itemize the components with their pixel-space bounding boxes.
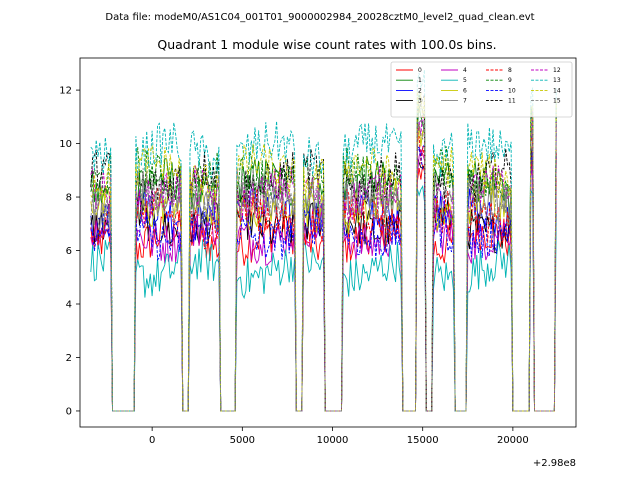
y-tick-label: 6 — [66, 246, 72, 257]
x-axis: 0 5000 10000 15000 20000 — [149, 427, 529, 446]
y-tick-label: 0 — [66, 406, 72, 417]
series-line-14 — [90, 91, 557, 412]
plot-frame — [79, 57, 577, 428]
legend-label-15: 15 — [553, 98, 561, 105]
y-tick-label: 12 — [59, 86, 72, 97]
legend-label-12: 12 — [553, 67, 561, 74]
legend-label-7: 7 — [463, 98, 467, 105]
legend-label-5: 5 — [463, 77, 467, 84]
y-axis: 0 2 4 6 8 10 12 — [59, 86, 80, 417]
plot-area — [80, 58, 576, 427]
series-line-11 — [90, 94, 557, 412]
legend-label-4: 4 — [463, 67, 467, 74]
legend-label-6: 6 — [463, 87, 467, 94]
chart-suptitle: Data file: modeM0/AS1C04_001T01_90000029… — [105, 12, 534, 23]
legend-label-13: 13 — [553, 77, 561, 84]
legend-label-10: 10 — [508, 87, 516, 94]
x-tick-label: 20000 — [497, 435, 529, 446]
legend-box — [390, 61, 573, 118]
legend-label-3: 3 — [418, 98, 422, 105]
series-layer — [90, 69, 557, 412]
x-tick-label: 0 — [149, 435, 155, 446]
x-tick-label: 10000 — [317, 435, 349, 446]
x-tick-label: 15000 — [407, 435, 439, 446]
chart-title: Quadrant 1 module wise count rates with … — [157, 37, 496, 52]
y-tick-label: 2 — [66, 353, 72, 364]
legend-label-9: 9 — [508, 77, 512, 84]
legend-label-11: 11 — [508, 98, 516, 105]
legend-label-0: 0 — [418, 67, 422, 74]
legend-label-14: 14 — [553, 87, 561, 94]
x-offset-label: +2.98e8 — [533, 458, 576, 469]
legend-label-2: 2 — [418, 87, 422, 94]
legend-label-1: 1 — [418, 77, 422, 84]
series-line-15 — [90, 119, 557, 412]
y-tick-label: 8 — [66, 193, 72, 204]
legend-label-8: 8 — [508, 67, 512, 74]
x-tick-label: 5000 — [230, 435, 255, 446]
y-tick-label: 4 — [66, 300, 72, 311]
y-tick-label: 10 — [59, 139, 72, 150]
